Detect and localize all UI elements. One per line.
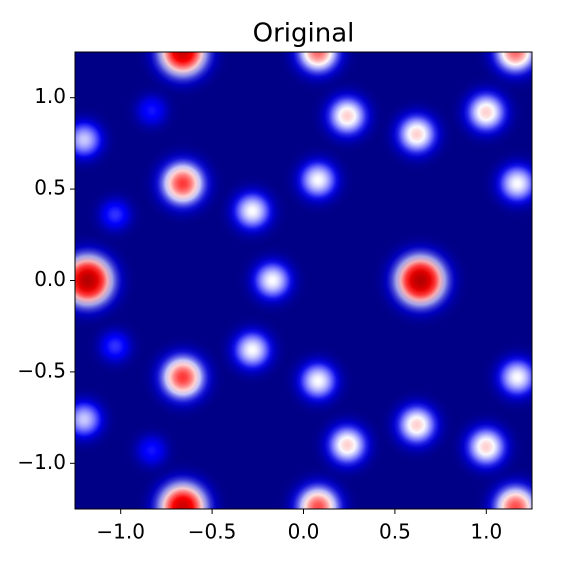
heat-blob: [281, 142, 356, 217]
x-tick-label: −0.5: [188, 520, 237, 544]
x-tick-label: 1.0: [470, 520, 502, 544]
heat-blob: [75, 231, 137, 330]
y-tick-label: 1.0: [34, 84, 66, 108]
x-tick-label: 0.0: [288, 520, 320, 544]
heat-blob: [308, 406, 386, 484]
heat-blob: [281, 344, 356, 419]
heat-blob: [308, 77, 386, 155]
heat-blob: [215, 174, 290, 249]
heat-blob: [447, 73, 525, 151]
y-tick-label: 0.5: [34, 176, 66, 200]
heatmap: [75, 52, 532, 509]
heat-blob: [121, 420, 182, 481]
heat-blob: [480, 146, 532, 221]
heat-blob: [480, 340, 532, 415]
heat-blob: [378, 386, 456, 464]
y-tick-label: 0.0: [34, 267, 66, 291]
chart-title: Original: [253, 19, 355, 49]
heat-blob: [371, 231, 470, 330]
x-tick-label: 0.5: [379, 520, 411, 544]
heat-blob: [121, 80, 182, 141]
heat-blob: [139, 140, 226, 227]
heat-blob: [75, 383, 120, 455]
heat-blob: [139, 334, 226, 421]
x-tick-label: −1.0: [96, 520, 145, 544]
heat-blob: [378, 95, 456, 173]
heat-blob: [84, 315, 147, 378]
heat-blob: [215, 312, 290, 387]
heat-blob: [84, 183, 147, 246]
heat-blob: [235, 243, 310, 318]
heat-blob: [75, 104, 120, 176]
y-tick-label: −1.0: [17, 450, 66, 474]
heat-blob: [447, 408, 525, 486]
y-tick-label: −0.5: [17, 358, 66, 382]
